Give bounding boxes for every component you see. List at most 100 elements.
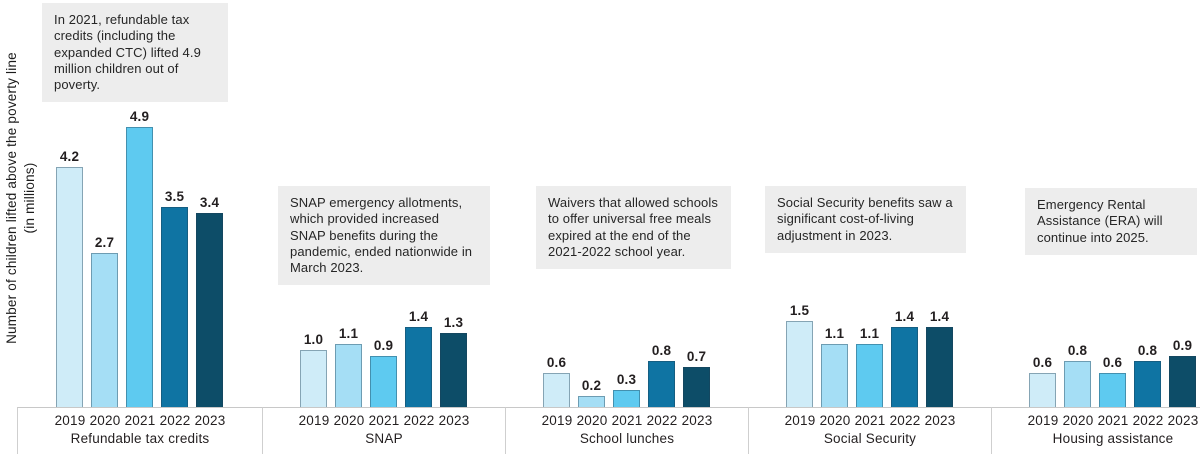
year-labels: 2019 2020 2021 2022 2023	[1027, 413, 1200, 428]
bar-column-2022: 0.8	[648, 343, 675, 407]
bar-housing-assistance-2020	[1064, 361, 1091, 407]
value-label: 0.6	[546, 355, 567, 370]
annotation-school-lunches: Waivers that allowed schools to offer un…	[536, 186, 731, 270]
bar-column-2021: 4.9	[126, 109, 153, 407]
group-label-social-security: Social Security	[823, 431, 917, 446]
value-label: 1.1	[338, 326, 359, 341]
bar-housing-assistance-2019	[1029, 373, 1056, 407]
year-labels: 2019 2020 2021 2022 2023	[784, 413, 957, 428]
year-label-2020: 2020	[333, 413, 365, 428]
group-school-lunches: 0.6 0.2 0.3 0.8 0.7 2019 2020 2021 2022 2023 Schoo…	[505, 0, 748, 454]
value-label: 3.4	[199, 195, 220, 210]
year-label-2021: 2021	[611, 413, 643, 428]
year-label-2022: 2022	[1132, 413, 1164, 428]
bar-refundable-tax-credits-2019	[56, 167, 83, 407]
year-label-2023: 2023	[924, 413, 956, 428]
bar-refundable-tax-credits-2020	[91, 253, 118, 407]
value-label: 4.2	[59, 149, 80, 164]
annotation-snap: SNAP emergency allotments, which provide…	[278, 186, 490, 286]
year-label-2021: 2021	[1097, 413, 1129, 428]
bar-column-2022: 0.8	[1134, 343, 1161, 407]
chart-groups: 4.2 2.7 4.9 3.5 3.4 2019 2020 2021 2022 2023 Refun…	[17, 0, 1200, 454]
axis-labels-snap: 2019 2020 2021 2022 2023 SNAP	[262, 407, 505, 454]
value-label: 1.4	[929, 309, 950, 324]
year-label-2020: 2020	[576, 413, 608, 428]
bar-school-lunches-2021	[613, 390, 640, 407]
bar-column-2021: 1.1	[856, 326, 883, 407]
value-label: 3.5	[164, 189, 185, 204]
bar-school-lunches-2020	[578, 396, 605, 407]
bar-column-2023: 0.7	[683, 349, 710, 407]
bar-refundable-tax-credits-2021	[126, 127, 153, 407]
bar-column-2020: 1.1	[821, 326, 848, 407]
bar-social-security-2022	[891, 327, 918, 407]
bar-social-security-2023	[926, 327, 953, 407]
value-label: 0.2	[581, 378, 602, 393]
year-label-2019: 2019	[1027, 413, 1059, 428]
axis-labels-housing-assistance: 2019 2020 2021 2022 2023 Housing assistance	[991, 407, 1200, 454]
bars-row-social-security: 1.5 1.1 1.1 1.4 1.4	[748, 0, 991, 407]
bar-school-lunches-2023	[683, 367, 710, 407]
bar-column-2023: 3.4	[196, 195, 223, 407]
group-label-housing-assistance: Housing assistance	[1052, 431, 1174, 446]
year-label-2019: 2019	[784, 413, 816, 428]
axis-labels-refundable-tax-credits: 2019 2020 2021 2022 2023 Refundable tax credi…	[17, 407, 262, 454]
group-label-snap: SNAP	[365, 431, 403, 446]
year-label-2020: 2020	[1062, 413, 1094, 428]
bar-column-2020: 1.1	[335, 326, 362, 407]
year-label-2023: 2023	[681, 413, 713, 428]
value-label: 4.9	[129, 109, 150, 124]
year-label-2023: 2023	[1167, 413, 1199, 428]
value-label: 0.6	[1032, 355, 1053, 370]
bar-column-2020: 2.7	[91, 235, 118, 407]
bar-column-2023: 1.4	[926, 309, 953, 407]
bar-column-2022: 1.4	[405, 309, 432, 407]
value-label: 1.4	[408, 309, 429, 324]
annotation-refundable-tax-credits: In 2021, refundable tax credits (includi…	[42, 3, 228, 103]
value-label: 1.3	[443, 315, 464, 330]
bar-column-2019: 1.5	[786, 303, 813, 407]
bar-column-2022: 1.4	[891, 309, 918, 407]
group-snap: 1.0 1.1 0.9 1.4 1.3 2019 2020 2021 2022 2023 SNAP	[262, 0, 505, 454]
year-label-2022: 2022	[646, 413, 678, 428]
group-label-school-lunches: School lunches	[579, 431, 675, 446]
bar-column-2022: 3.5	[161, 189, 188, 407]
year-label-2022: 2022	[159, 413, 191, 428]
bar-refundable-tax-credits-2022	[161, 207, 188, 407]
value-label: 1.0	[303, 332, 324, 347]
group-social-security: 1.5 1.1 1.1 1.4 1.4 2019 2020 2021 2022 2023 Socia…	[748, 0, 991, 454]
year-label-2019: 2019	[298, 413, 330, 428]
bar-housing-assistance-2022	[1134, 361, 1161, 407]
year-label-2022: 2022	[403, 413, 435, 428]
value-label: 1.5	[789, 303, 810, 318]
year-label-2021: 2021	[124, 413, 156, 428]
value-label: 1.1	[824, 326, 845, 341]
year-label-2021: 2021	[368, 413, 400, 428]
value-label: 0.8	[651, 343, 672, 358]
bar-column-2021: 0.3	[613, 372, 640, 407]
bars-row-refundable-tax-credits: 4.2 2.7 4.9 3.5 3.4	[17, 0, 262, 407]
year-label-2019: 2019	[541, 413, 573, 428]
bar-column-2023: 1.3	[440, 315, 467, 407]
bar-column-2019: 4.2	[56, 149, 83, 407]
group-label-refundable-tax-credits: Refundable tax credits	[70, 431, 210, 446]
bars-row-snap: 1.0 1.1 0.9 1.4 1.3	[262, 0, 505, 407]
bar-school-lunches-2022	[648, 361, 675, 407]
bar-refundable-tax-credits-2023	[196, 213, 223, 407]
year-labels: 2019 2020 2021 2022 2023	[541, 413, 714, 428]
year-labels: 2019 2020 2021 2022 2023	[54, 413, 227, 428]
bar-column-2020: 0.2	[578, 378, 605, 407]
annotation-housing-assistance: Emergency Rental Assistance (ERA) will c…	[1025, 188, 1197, 255]
year-label-2021: 2021	[854, 413, 886, 428]
year-label-2023: 2023	[194, 413, 226, 428]
value-label: 1.4	[894, 309, 915, 324]
value-label: 0.9	[373, 338, 394, 353]
value-label: 0.9	[1172, 338, 1193, 353]
value-label: 0.8	[1137, 343, 1158, 358]
bar-snap-2023	[440, 333, 467, 407]
value-label: 2.7	[94, 235, 115, 250]
value-label: 0.3	[616, 372, 637, 387]
value-label: 0.7	[686, 349, 707, 364]
bar-column-2019: 1.0	[300, 332, 327, 407]
